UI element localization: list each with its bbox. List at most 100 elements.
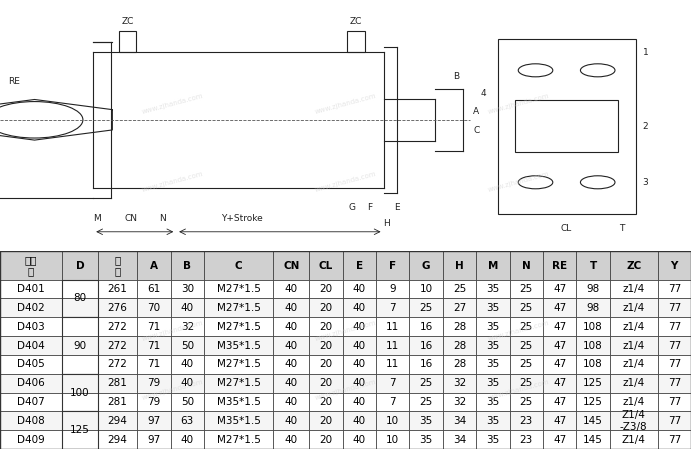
Text: 25: 25 [419,303,433,313]
Bar [119,31,136,52]
Bar [610,280,658,299]
Text: M27*1.5: M27*1.5 [217,435,261,445]
Text: 108: 108 [583,321,603,332]
Text: 35: 35 [486,340,500,351]
Text: 40: 40 [181,359,194,370]
Bar [610,251,658,280]
Bar [98,374,138,392]
Text: 40: 40 [285,303,298,313]
Bar [62,411,98,430]
Text: M: M [488,260,498,271]
Text: z1/4: z1/4 [623,321,645,332]
Bar [62,355,98,374]
Bar [376,355,409,374]
Bar [138,280,171,299]
Bar [610,336,658,355]
Bar [347,31,365,52]
Bar [576,430,610,449]
Bar [576,251,610,280]
Text: M27*1.5: M27*1.5 [217,284,261,294]
Bar [498,39,636,214]
Bar [98,299,138,317]
Text: 77: 77 [668,416,681,426]
Bar [62,299,98,317]
Text: 97: 97 [147,435,160,445]
Text: 40: 40 [352,321,366,332]
Text: D403: D403 [17,321,45,332]
Bar [62,374,98,392]
Bar [171,392,204,411]
Text: 125: 125 [583,397,603,407]
Text: 11: 11 [386,359,399,370]
Bar [576,411,610,430]
Bar [274,299,309,317]
Bar [204,392,274,411]
Bar [309,392,343,411]
Bar [610,392,658,411]
Text: 77: 77 [668,378,681,388]
Text: 25: 25 [453,284,466,294]
Text: C: C [473,126,480,135]
Text: 7: 7 [389,303,396,313]
Bar [62,411,98,449]
Text: z1/4: z1/4 [623,359,645,370]
Text: 订货
号: 订货 号 [25,255,37,276]
Bar [543,374,576,392]
Bar [204,251,274,280]
Text: 25: 25 [419,378,433,388]
Bar [610,430,658,449]
Bar [376,317,409,336]
Text: 20: 20 [319,416,332,426]
Bar [62,317,98,336]
Bar [376,392,409,411]
Bar [509,374,543,392]
Bar [509,317,543,336]
Bar [0,299,62,317]
Bar [62,392,98,411]
Text: 80: 80 [73,294,86,304]
Text: z1/4: z1/4 [623,340,645,351]
Bar [62,430,98,449]
Bar [376,280,409,299]
Text: 40: 40 [285,284,298,294]
Text: 77: 77 [668,303,681,313]
Bar [274,430,309,449]
Bar [62,392,98,411]
Text: E: E [356,260,363,271]
Text: M35*1.5: M35*1.5 [217,397,261,407]
Text: 16: 16 [419,321,433,332]
Text: A: A [150,260,158,271]
Bar [543,317,576,336]
Bar [658,392,691,411]
Text: 71: 71 [147,359,160,370]
Text: 125: 125 [583,378,603,388]
Text: 23: 23 [520,416,533,426]
Bar [443,411,476,430]
Text: D401: D401 [17,284,45,294]
Text: 11: 11 [386,340,399,351]
Bar [476,392,509,411]
Text: 40: 40 [352,303,366,313]
Bar [138,374,171,392]
Bar [576,336,610,355]
Bar [274,280,309,299]
Text: 20: 20 [319,435,332,445]
Bar [476,430,509,449]
Bar [509,299,543,317]
Text: M27*1.5: M27*1.5 [217,321,261,332]
Bar [98,336,138,355]
Bar [476,411,509,430]
Bar [658,374,691,392]
Text: 20: 20 [319,397,332,407]
Bar [543,430,576,449]
Text: Y: Y [670,260,678,271]
Text: 35: 35 [419,435,433,445]
Text: 125: 125 [70,425,90,435]
Bar [576,299,610,317]
Bar [343,299,376,317]
Text: 47: 47 [553,340,567,351]
Bar [171,355,204,374]
Text: 261: 261 [108,284,128,294]
Bar [0,336,62,355]
Bar [62,317,98,374]
